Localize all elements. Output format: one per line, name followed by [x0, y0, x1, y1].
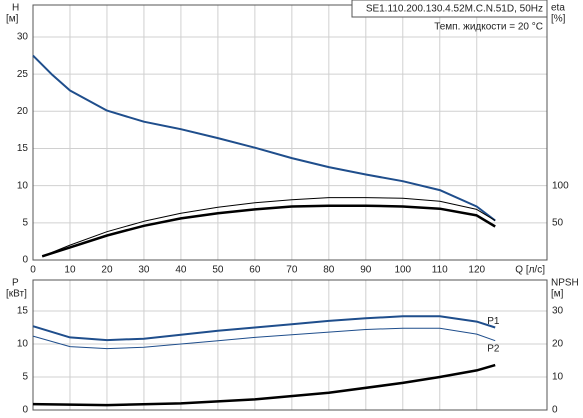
y-axis-unit: [кВт]	[6, 289, 27, 300]
y2-axis-label: NPSH	[551, 278, 579, 289]
y-axis-unit: [м]	[6, 14, 19, 25]
y-tick-label: 5	[22, 217, 28, 228]
y-tick-label: 0	[22, 405, 28, 416]
curve-label: P2	[487, 343, 500, 354]
y-tick-label: 25	[17, 69, 29, 80]
y-tick-label: 10	[17, 339, 29, 350]
y2-axis-unit: [м]	[551, 289, 564, 300]
y2-tick-label: 0	[552, 405, 558, 416]
curve	[32, 363, 496, 407]
x-axis-label: Q [л/с]	[515, 265, 545, 276]
x-tick-label: 60	[249, 265, 261, 276]
y-axis-label: H	[12, 3, 19, 14]
plot-frame	[32, 4, 548, 261]
y2-tick-label: 30	[552, 306, 564, 317]
x-tick-label: 110	[432, 265, 448, 276]
curve	[32, 54, 496, 222]
info-model: SE1.110.200.130.4.52M.C.N.51D, 50Hz	[366, 4, 543, 15]
plot-frame	[32, 279, 548, 411]
y2-tick-label: 20	[552, 339, 564, 350]
y2-tick-label: 10	[552, 372, 564, 383]
y-tick-label: 5	[22, 372, 28, 383]
x-tick-label: 30	[138, 265, 150, 276]
curve	[32, 327, 496, 350]
x-tick-label: 70	[286, 265, 298, 276]
x-tick-label: 50	[212, 265, 224, 276]
x-tick-label: 100	[394, 265, 411, 276]
y2-axis-unit: [%]	[551, 14, 566, 25]
curve	[32, 315, 496, 342]
y-tick-label: 30	[17, 32, 29, 43]
x-tick-label: 0	[30, 265, 36, 276]
y2-tick-label: 50	[552, 217, 564, 228]
y-tick-label: 15	[17, 306, 29, 317]
y-axis-label: P	[12, 278, 19, 289]
y2-tick-label: 100	[552, 180, 569, 191]
info-box	[351, 0, 548, 18]
y2-axis-label: eta	[551, 3, 565, 14]
y-tick-label: 10	[17, 180, 29, 191]
x-tick-label: 80	[323, 265, 335, 276]
x-tick-label: 90	[360, 265, 372, 276]
curve	[42, 197, 496, 257]
curve-label: P1	[487, 316, 500, 327]
x-tick-label: 120	[468, 265, 485, 276]
x-tick-label: 40	[175, 265, 187, 276]
y-tick-label: 15	[17, 143, 29, 154]
y-tick-label: 0	[22, 255, 28, 266]
curve	[41, 204, 496, 258]
info-temperature: Темп. жидкости = 20 °C	[434, 22, 543, 33]
x-tick-label: 20	[101, 265, 113, 276]
y-tick-label: 20	[17, 106, 29, 117]
x-tick-label: 10	[64, 265, 76, 276]
